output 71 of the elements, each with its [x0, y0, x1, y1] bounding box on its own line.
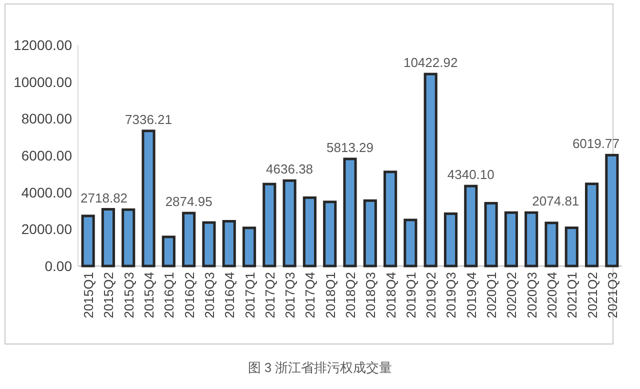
bar [544, 222, 558, 268]
x-tick-label: 2019Q2 [424, 272, 439, 318]
bar [302, 196, 316, 268]
x-tick-label: 2017Q3 [282, 272, 298, 318]
x-tick-label: 2020Q3 [524, 272, 540, 318]
data-label: 7336.21 [125, 112, 172, 127]
y-tick-label: 10000.00 [14, 74, 72, 90]
x-tick-label: 2021Q3 [604, 272, 620, 318]
bar [242, 226, 256, 268]
bar [202, 221, 216, 268]
bar [464, 184, 478, 268]
bar [605, 154, 619, 268]
bar [404, 218, 418, 268]
x-tick-label: 2015Q1 [81, 272, 96, 318]
x-tick-label: 2019Q4 [464, 272, 479, 318]
data-label: 2074.81 [532, 194, 580, 209]
x-tick-label: 2018Q2 [343, 272, 358, 318]
bar [484, 202, 498, 268]
data-label: 2874.95 [165, 194, 212, 210]
data-label: 6019.77 [572, 136, 620, 152]
bar [282, 179, 296, 268]
x-tick-label: 2016Q2 [182, 272, 197, 318]
bar [222, 220, 236, 268]
bar [262, 182, 276, 268]
bar [363, 199, 377, 268]
bar [343, 158, 357, 268]
bar [384, 170, 398, 268]
x-tick-label: 2015Q4 [142, 272, 157, 318]
x-tick-label: 2020Q1 [484, 272, 500, 318]
x-tick-label: 2016Q1 [162, 272, 177, 318]
data-label: 2718.82 [80, 190, 128, 206]
x-tick-label: 2017Q4 [302, 272, 318, 318]
bar [81, 214, 95, 268]
bar [323, 200, 337, 268]
x-tick-label: 2015Q3 [121, 272, 136, 318]
y-tick-label: 2000.00 [21, 221, 72, 238]
x-tick-label: 2020Q4 [544, 272, 560, 318]
y-tick-label: 8000.00 [21, 110, 72, 127]
data-label: 4340.10 [447, 167, 494, 182]
bar [182, 212, 196, 268]
x-tick-label: 2021Q1 [564, 272, 580, 318]
caption: 图 3 浙江省排污权成交量 [248, 360, 392, 375]
x-tick-label: 2018Q3 [363, 272, 378, 318]
data-label: 4636.38 [266, 162, 314, 177]
x-tick-label: 2017Q1 [242, 272, 258, 318]
bar [564, 226, 578, 268]
bar [584, 182, 599, 268]
x-tick-label: 2018Q1 [322, 272, 338, 318]
x-tick-label: 2018Q4 [383, 272, 398, 318]
x-tick-label: 2021Q2 [584, 272, 600, 318]
y-tick-label: 6000.00 [21, 148, 72, 164]
bar [444, 212, 458, 268]
bar [524, 211, 538, 268]
x-tick-label: 2019Q3 [444, 272, 459, 318]
bar [142, 130, 156, 268]
data-label: 10422.92 [403, 55, 458, 70]
bar [122, 208, 136, 268]
x-tick-label: 2020Q2 [504, 272, 520, 318]
data-label: 5813.29 [326, 140, 374, 155]
y-tick-label: 0.00 [44, 258, 72, 274]
x-tick-label: 2017Q2 [262, 272, 278, 318]
x-tick-label: 2019Q1 [403, 272, 418, 318]
bar [504, 211, 518, 268]
x-tick-label: 2015Q2 [101, 272, 116, 318]
y-tick-label: 12000.00 [14, 37, 72, 53]
y-tick-label: 4000.00 [21, 184, 72, 200]
bar [162, 236, 176, 268]
x-tick-label: 2016Q4 [222, 272, 238, 318]
x-tick-label: 2016Q3 [202, 272, 217, 318]
bar [101, 208, 116, 268]
bar [424, 72, 438, 268]
